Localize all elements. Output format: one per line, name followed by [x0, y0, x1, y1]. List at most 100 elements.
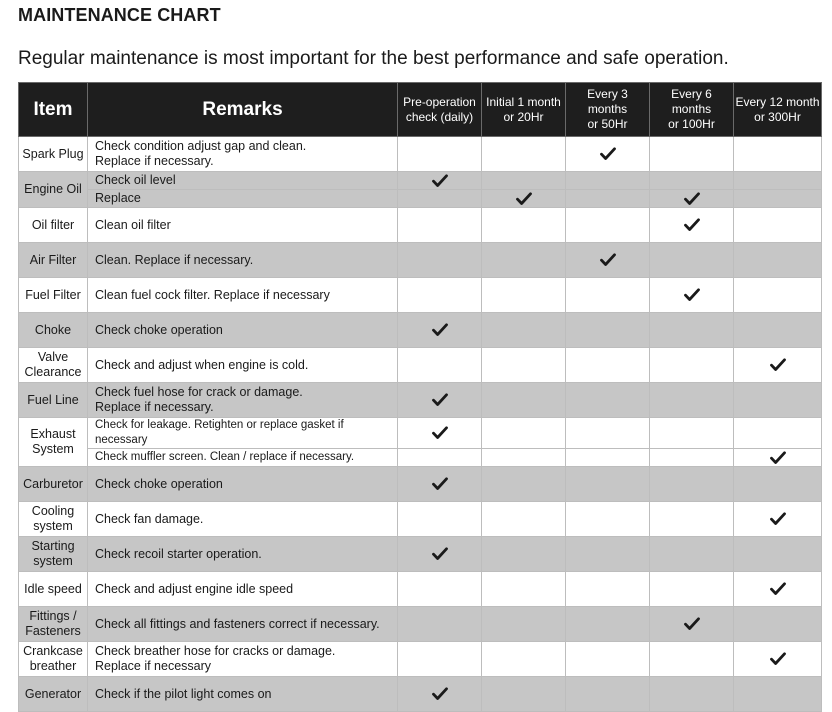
remarks-cell: Clean fuel cock filter. Replace if neces…	[87, 277, 398, 313]
header-interval-3-months: Every 3 months or 50Hr	[565, 82, 650, 137]
remarks-cell: Check recoil starter operation.	[87, 536, 398, 572]
table-body: Spark Plug Check condition adjust gap and…	[18, 136, 822, 712]
interval-cell	[649, 448, 734, 467]
interval-cell	[565, 417, 650, 449]
interval-cell	[649, 536, 734, 572]
remarks-cell: Check muffler screen. Clean / replace if…	[87, 448, 398, 467]
header-line: Every 6 months	[671, 87, 712, 116]
table-row: Engine Oil Check oil level	[18, 171, 822, 208]
remarks-text: Check all fittings and fasteners correct…	[95, 616, 380, 631]
header-line: Pre-operation	[403, 94, 476, 109]
interval-cell	[565, 312, 650, 348]
item-cell: Fuel Line	[18, 382, 88, 418]
checkmark-icon	[599, 147, 616, 160]
remarks-cell: Check and adjust when engine is cold.	[87, 347, 398, 383]
checkmark-icon	[769, 582, 786, 595]
item-cell: Crankcase breather	[18, 641, 88, 677]
interval-cell	[733, 448, 822, 467]
table-row: Check muffler screen. Clean / replace if…	[19, 448, 822, 467]
interval-cell	[397, 382, 482, 418]
item-cell: Carburetor	[18, 466, 88, 502]
remarks-text: Replace	[95, 191, 141, 205]
remarks-text: Clean oil filter	[95, 217, 171, 232]
interval-cell	[397, 171, 482, 190]
interval-cell	[649, 466, 734, 502]
page-subtitle: Regular maintenance is most important fo…	[18, 48, 729, 69]
interval-cell	[481, 606, 566, 642]
interval-cell	[397, 448, 482, 467]
interval-cell	[397, 676, 482, 712]
checkmark-icon	[431, 477, 448, 490]
interval-cell	[481, 501, 566, 537]
interval-cell	[565, 571, 650, 607]
table-row: Spark Plug Check condition adjust gap and…	[18, 136, 822, 172]
table-row: Idle speed Check and adjust engine idle s…	[18, 571, 822, 607]
remarks-cell: Check fuel hose for crack or damage. Repl…	[87, 382, 398, 418]
remarks-cell: Check all fittings and fasteners correct…	[87, 606, 398, 642]
item-cell: Choke	[18, 312, 88, 348]
interval-cell	[397, 277, 482, 313]
item-label: Valve	[37, 350, 69, 364]
item-cell: Generator	[18, 676, 88, 712]
checkmark-icon	[769, 652, 786, 665]
interval-cell	[733, 171, 822, 190]
interval-cell	[565, 189, 650, 208]
interval-cell	[481, 417, 566, 449]
header-item: Item	[18, 82, 88, 137]
remarks-cell: Clean. Replace if necessary.	[87, 242, 398, 278]
interval-cell	[649, 277, 734, 313]
interval-cell	[649, 189, 734, 208]
remarks-text: Check and adjust when engine is cold.	[95, 357, 309, 372]
interval-cell	[397, 347, 482, 383]
interval-cell	[481, 171, 566, 190]
interval-cell	[565, 207, 650, 243]
interval-cell	[481, 242, 566, 278]
interval-cell	[649, 136, 734, 172]
interval-cell	[649, 347, 734, 383]
remarks-text: Check muffler screen. Clean / replace if…	[95, 451, 355, 463]
table-row: Fuel Line Check fuel hose for crack or da…	[18, 382, 822, 418]
interval-cell	[565, 676, 650, 712]
checkmark-icon	[431, 393, 448, 406]
table-row: Exhaust System Check for leakage. Retighte…	[18, 417, 822, 467]
remarks-cell: Check choke operation	[87, 466, 398, 502]
interval-cell	[565, 277, 650, 313]
checkmark-icon	[431, 547, 448, 560]
table-row: Air Filter Clean. Replace if necessary.	[18, 242, 822, 278]
interval-cell	[481, 207, 566, 243]
header-line: or 100Hr	[668, 117, 715, 131]
item-cell: Oil filter	[18, 207, 88, 243]
table-row: Fittings / Fasteners Check all fittings an…	[18, 606, 822, 642]
remarks-text: Check for leakage. Retighten or replace …	[95, 419, 344, 446]
item-label: Engine Oil	[24, 182, 82, 196]
header-interval-pre-operation: Pre-operation check (daily)	[397, 82, 482, 137]
remarks-text: Replace if necessary.	[95, 154, 214, 168]
interval-cell	[733, 501, 822, 537]
remarks-text: Check and adjust engine idle speed	[95, 581, 294, 596]
table-row: Choke Check choke operation	[18, 312, 822, 348]
interval-cell	[565, 347, 650, 383]
item-label: Clearance	[24, 365, 82, 379]
checkmark-icon	[769, 512, 786, 525]
item-label: Fasteners	[25, 624, 81, 638]
remarks-cell: Check choke operation	[87, 312, 398, 348]
remarks-text: Check fan damage.	[95, 511, 204, 526]
remarks-text: Check choke operation	[95, 476, 223, 491]
header-line: Every 12 month	[735, 94, 820, 109]
remarks-text: Replace if necessary	[95, 659, 212, 673]
interval-cell	[649, 641, 734, 677]
item-cell: Starting system	[18, 536, 88, 572]
table-row: Fuel Filter Clean fuel cock filter. Repla…	[18, 277, 822, 313]
remarks-text: Check breather hose for cracks or damage…	[95, 644, 336, 658]
checkmark-icon	[431, 323, 448, 336]
checkmark-icon	[683, 288, 700, 301]
interval-cell	[733, 277, 822, 313]
item-label: Cooling	[31, 504, 75, 518]
checkmark-icon	[431, 687, 448, 700]
interval-cell	[649, 382, 734, 418]
remarks-cell: Check oil level	[87, 171, 398, 190]
item-label: Starting	[31, 539, 75, 553]
item-label: system	[33, 554, 73, 568]
interval-cell	[565, 466, 650, 502]
interval-cell	[733, 136, 822, 172]
